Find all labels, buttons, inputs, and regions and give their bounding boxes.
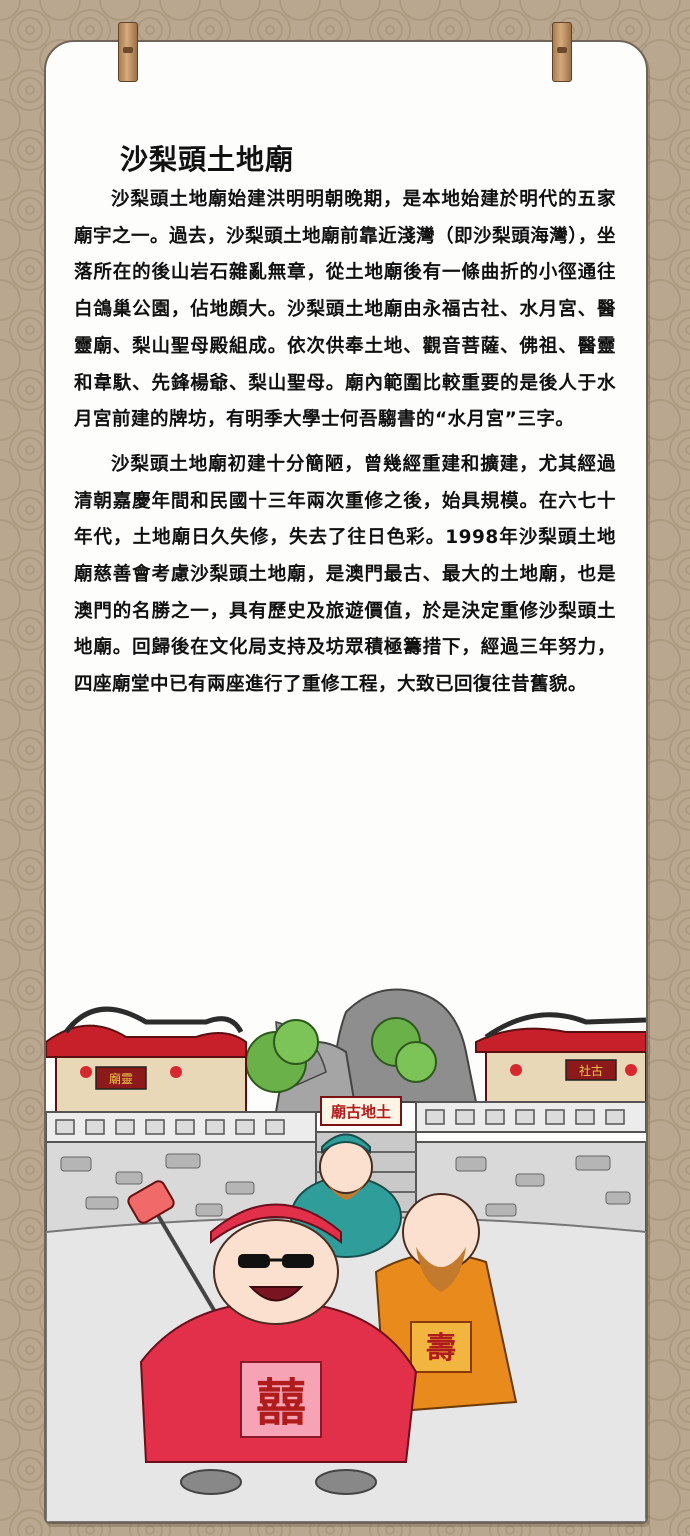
- paragraph-1: 沙梨頭土地廟始建洪明明朝晚期，是本地始建於明代的五家廟宇之一。過去，沙梨頭土地廟…: [74, 189, 616, 431]
- right-plaque: 社古: [579, 1063, 603, 1078]
- clip-left: [118, 22, 138, 82]
- temple-sign-text: 廟古地土: [331, 1103, 391, 1121]
- clip-right: [552, 22, 572, 82]
- left-plaque: 廟靈: [109, 1071, 133, 1086]
- deity-red: 囍: [127, 1180, 418, 1495]
- paragraph-2: 沙梨頭土地廟初建十分簡陋，曾幾經重建和擴建，尤其經過清朝嘉慶年間和民國十三年兩次…: [74, 453, 616, 696]
- temple-sign: 廟古地土: [320, 1096, 402, 1126]
- balustrade: [46, 1101, 646, 1143]
- paper-scroll: 沙梨頭土地廟 沙梨頭土地廟始建洪明明朝晚期，是本地始建於明代的五家廟宇之一。過去…: [44, 40, 648, 1524]
- temple-illustration: 廟靈 社古 廟古地土: [46, 942, 646, 1522]
- right-temple: 社古: [475, 1012, 646, 1108]
- robe-character-red: 囍: [256, 1373, 306, 1432]
- article-title: 沙梨頭土地廟: [120, 143, 295, 176]
- deity-orange: 壽: [374, 1193, 518, 1414]
- robe-character-orange: 壽: [426, 1331, 456, 1366]
- left-temple: 廟靈: [46, 1006, 247, 1113]
- article-body: 沙梨頭土地廟始建洪明明朝晚期，是本地始建於明代的五家廟宇之一。過去，沙梨頭土地廟…: [74, 182, 616, 712]
